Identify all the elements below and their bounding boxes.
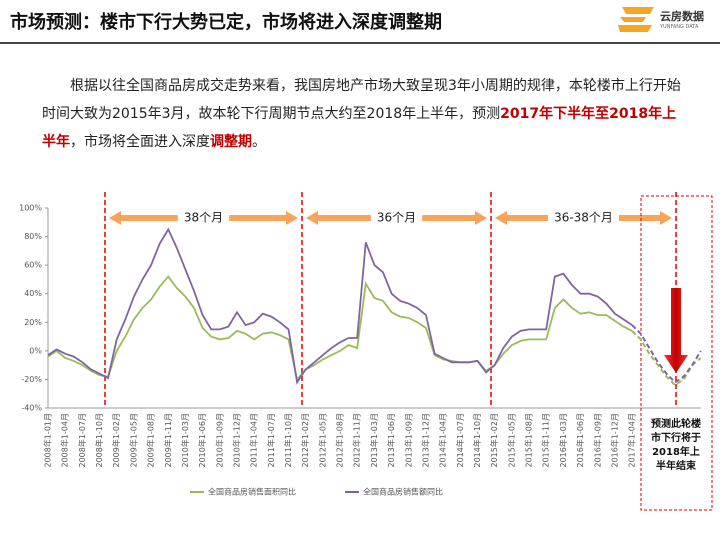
x-tick-label: 2015年1-02月 (489, 413, 499, 468)
x-tick-label: 2015年1-05月 (506, 413, 516, 468)
x-tick-label: 2014年1-07月 (455, 413, 465, 468)
forecast-box (640, 195, 713, 511)
x-tick-label: 2009年1-11月 (163, 413, 173, 468)
x-tick-label: 2010年1-09月 (214, 413, 224, 468)
logo-text: 云房数据 (660, 10, 704, 23)
period-label: 36个月 (377, 211, 416, 225)
x-tick-label: 2010年1-03月 (180, 413, 190, 468)
x-tick-label: 2011年1-07月 (266, 413, 276, 468)
logo-subtext: YUNFANG DATA (660, 24, 699, 30)
x-tick-label: 2016年1-03月 (558, 413, 568, 468)
x-tick-label: 2015年1-11月 (541, 413, 551, 468)
y-tick-label: 0% (29, 346, 42, 355)
forecast-note: 2018年上 (652, 445, 700, 458)
x-tick-label: 2010年1-06月 (197, 413, 207, 468)
period-label-bg (177, 209, 230, 227)
title-rule (0, 42, 720, 44)
x-tick-label: 2016年1-06月 (575, 413, 585, 468)
paragraph: 根据以往全国商品房成交走势来看，我国房地产市场大致呈现3年小周期的规律，本轮楼市… (42, 72, 686, 156)
x-tick-label: 2009年1-05月 (128, 413, 138, 468)
y-tick-label: -20% (21, 375, 42, 384)
x-tick-label: 2013年1-06月 (386, 413, 396, 468)
x-tick-label: 2013年1-09月 (403, 413, 413, 468)
forecast-arrow (664, 288, 688, 373)
x-tick-label: 2017年1-04月 (627, 413, 637, 468)
y-tick-label: 60% (24, 261, 42, 270)
y-tick-label: 20% (24, 318, 42, 327)
x-tick-label: 2008年1-04月 (60, 413, 70, 468)
x-tick-label: 2016年1-09月 (592, 413, 602, 468)
y-tick-label: 40% (24, 289, 42, 298)
x-tick-label: 2012年1-05月 (317, 413, 327, 468)
x-tick-label: 2016年1-12月 (609, 413, 619, 468)
x-tick-label: 2008年1-07月 (77, 413, 87, 468)
x-tick-label: 2014年1-04月 (438, 413, 448, 468)
series-line (47, 275, 633, 382)
body-text: ，市场将全面进入深度 (70, 134, 210, 150)
forecast-note: 预测此轮楼 (651, 417, 701, 430)
x-tick-label: 2012年1-02月 (300, 413, 310, 468)
forecast-note: 半年结束 (656, 459, 697, 472)
emphasis-text: 调整期 (210, 134, 252, 150)
x-tick-label: 2014年1-10月 (472, 413, 482, 468)
x-tick-label: 2011年1-10月 (283, 413, 293, 468)
body-text: 。 (252, 134, 266, 150)
x-tick-label: 2013年1-12月 (420, 413, 430, 468)
period-label: 36-38个月 (554, 211, 613, 225)
x-tick-label: 2008年1-01月 (43, 413, 53, 468)
forecast-note: 市下行将于 (651, 431, 701, 444)
x-tick-label: 2009年1-08月 (146, 413, 156, 468)
x-tick-label: 2015年1-08月 (524, 413, 534, 468)
period-label: 38个月 (184, 211, 223, 225)
y-tick-label: -40% (21, 404, 42, 413)
legend-label: 全国商品房销售额同比 (363, 487, 443, 497)
x-tick-label: 2012年1-11月 (352, 413, 362, 468)
period-label-bg (548, 209, 619, 227)
x-tick-label: 2008年1-10月 (94, 413, 104, 468)
logo-mark (618, 7, 654, 32)
y-tick-label: 100% (19, 204, 42, 213)
x-tick-label: 2011年1-04月 (249, 413, 259, 468)
legend-label: 全国商品房销售面积同比 (208, 487, 296, 497)
series-line (631, 324, 702, 384)
series-line (47, 227, 633, 385)
y-tick-label: 80% (24, 232, 42, 241)
x-tick-label: 2013年1-03月 (369, 413, 379, 468)
slide-title: 市场预测：楼市下行大势已定，市场将进入深度调整期 (10, 12, 442, 33)
x-tick-label: 2009年1-02月 (111, 413, 121, 468)
x-tick-label: 2010年1-12月 (231, 413, 241, 468)
body-text: 根据以往全国商品房成交走势来看，我国房地产市场大致呈现3年小周期的规律，本轮楼市… (42, 78, 681, 122)
period-label-bg (370, 209, 423, 227)
x-tick-label: 2012年1-08月 (335, 413, 345, 468)
emphasis-text: 2017年下半年至2018年上半年 (42, 106, 677, 150)
